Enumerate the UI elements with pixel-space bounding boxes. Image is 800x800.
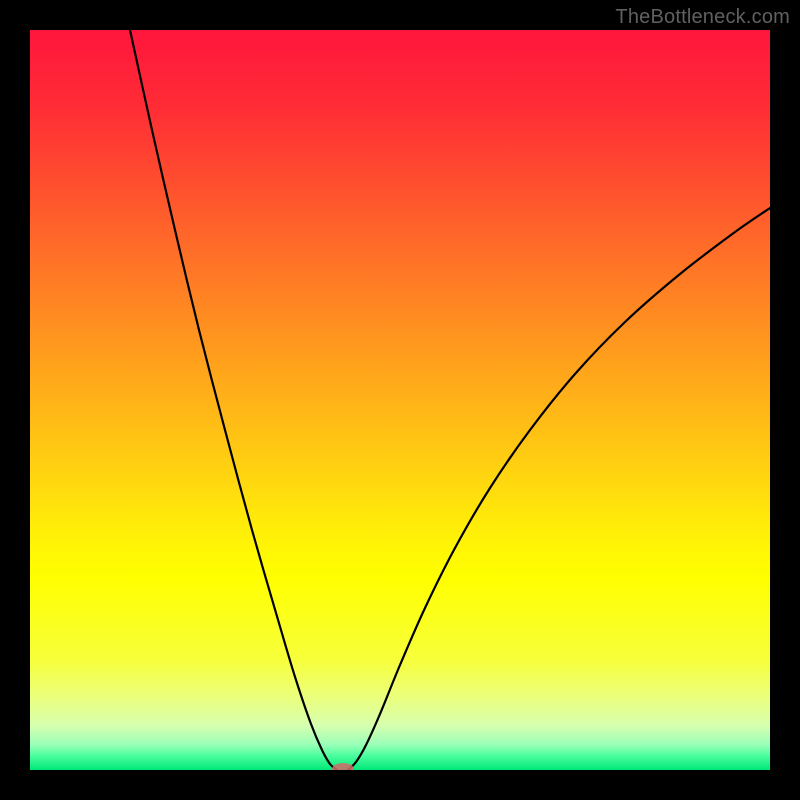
watermark-label: TheBottleneck.com: [615, 6, 790, 29]
bottleneck-chart: [0, 0, 800, 800]
chart-plot-area: [30, 30, 770, 770]
chart-svg: [0, 0, 800, 800]
